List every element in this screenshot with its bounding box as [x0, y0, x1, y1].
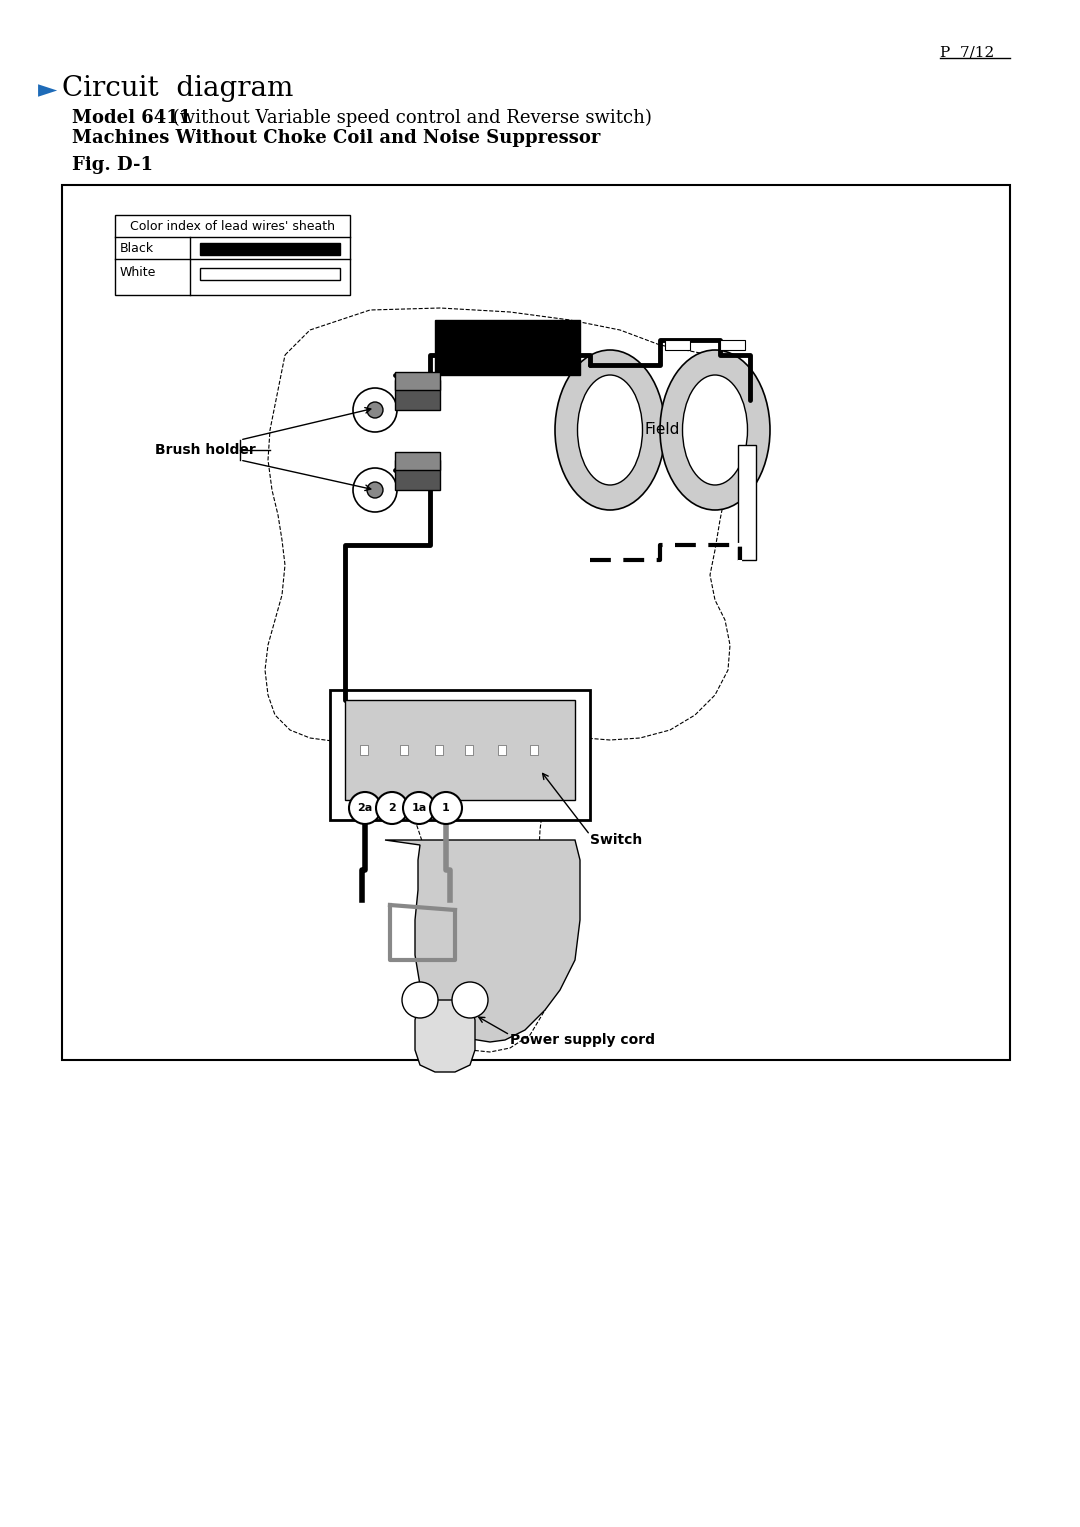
Bar	[200, 243, 340, 255]
Bar	[395, 460, 440, 490]
Bar	[435, 321, 580, 376]
Polygon shape	[415, 1000, 475, 1072]
Bar	[345, 699, 575, 800]
Circle shape	[403, 793, 435, 825]
Text: Field: Field	[645, 423, 679, 438]
Bar	[665, 341, 690, 350]
Text: Power supply cord: Power supply cord	[510, 1032, 654, 1048]
Text: Black: Black	[120, 241, 154, 255]
Circle shape	[349, 793, 381, 825]
Bar	[200, 269, 340, 279]
Ellipse shape	[660, 350, 770, 510]
Text: 1: 1	[442, 803, 450, 812]
Text: (without Variable speed control and Reverse switch): (without Variable speed control and Reve…	[167, 108, 652, 127]
Circle shape	[402, 982, 438, 1019]
Bar	[330, 690, 590, 820]
Bar	[498, 745, 507, 754]
Text: Machines Without Choke Coil and Noise Suppressor: Machines Without Choke Coil and Noise Su…	[72, 128, 600, 147]
Text: ►: ►	[38, 78, 57, 102]
Bar	[360, 745, 368, 754]
Bar	[720, 341, 745, 350]
Circle shape	[367, 483, 383, 498]
Bar	[62, 185, 1010, 1060]
Bar	[400, 745, 408, 754]
Text: 2: 2	[388, 803, 396, 812]
Text: Brush holder: Brush holder	[156, 443, 256, 457]
Circle shape	[453, 982, 488, 1019]
Text: 2a: 2a	[357, 803, 373, 812]
Circle shape	[430, 793, 462, 825]
Circle shape	[367, 402, 383, 418]
Bar	[114, 215, 350, 295]
Text: Fig. D-1: Fig. D-1	[72, 156, 153, 174]
Bar	[395, 452, 440, 470]
Text: Circuit  diagram: Circuit diagram	[62, 75, 294, 101]
Text: 1a: 1a	[411, 803, 427, 812]
Bar	[738, 444, 756, 560]
Text: Switch: Switch	[590, 834, 643, 847]
Bar	[435, 745, 443, 754]
Circle shape	[353, 467, 397, 512]
Circle shape	[376, 793, 408, 825]
Text: Color index of lead wires' sheath: Color index of lead wires' sheath	[130, 220, 335, 232]
Text: P  7/12: P 7/12	[940, 44, 995, 60]
Circle shape	[353, 388, 397, 432]
Ellipse shape	[683, 376, 747, 486]
Ellipse shape	[555, 350, 665, 510]
Polygon shape	[384, 840, 580, 1041]
Bar	[395, 373, 440, 389]
Bar	[395, 380, 440, 411]
Text: White: White	[120, 266, 157, 278]
Bar	[530, 745, 538, 754]
Bar	[465, 745, 473, 754]
Ellipse shape	[578, 376, 643, 486]
Text: Model 6411: Model 6411	[72, 108, 191, 127]
